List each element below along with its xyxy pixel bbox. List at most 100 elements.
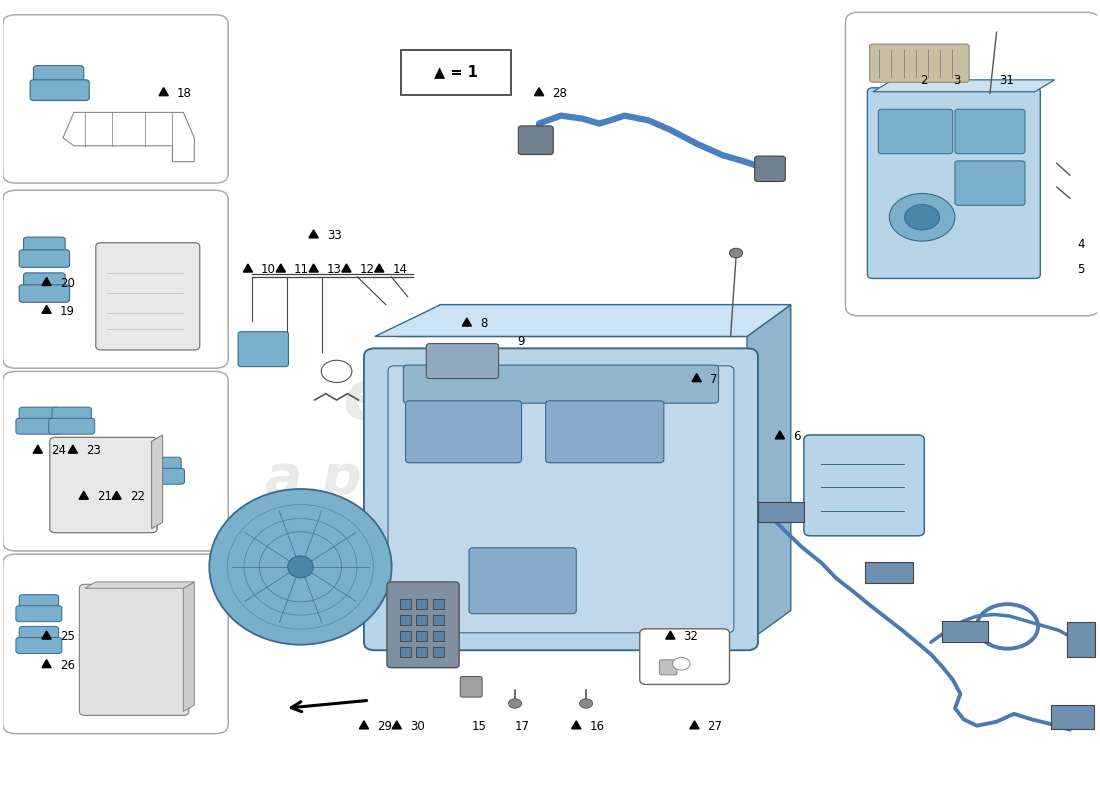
FancyBboxPatch shape [868, 88, 1041, 278]
Ellipse shape [288, 556, 313, 578]
FancyBboxPatch shape [404, 365, 718, 403]
FancyBboxPatch shape [804, 435, 924, 536]
Polygon shape [535, 88, 543, 96]
Polygon shape [112, 491, 121, 499]
FancyBboxPatch shape [406, 401, 521, 462]
Bar [433, 615, 443, 625]
FancyBboxPatch shape [19, 626, 58, 647]
FancyBboxPatch shape [238, 332, 288, 366]
FancyBboxPatch shape [50, 438, 157, 533]
Text: 22: 22 [130, 490, 145, 503]
Polygon shape [747, 305, 791, 642]
Bar [433, 631, 443, 641]
FancyBboxPatch shape [866, 562, 913, 582]
Text: 8: 8 [480, 318, 487, 330]
Text: 19: 19 [59, 305, 75, 318]
Circle shape [321, 360, 352, 382]
Polygon shape [33, 445, 43, 453]
FancyBboxPatch shape [96, 242, 200, 350]
Text: 25: 25 [59, 630, 75, 643]
Polygon shape [873, 80, 1055, 92]
Text: 30: 30 [410, 720, 425, 733]
Text: 16: 16 [590, 720, 604, 733]
FancyBboxPatch shape [878, 110, 953, 154]
Text: 27: 27 [707, 720, 723, 733]
Text: 29: 29 [377, 720, 392, 733]
Bar [400, 647, 411, 657]
Polygon shape [375, 305, 791, 337]
Polygon shape [152, 435, 163, 529]
FancyBboxPatch shape [846, 12, 1099, 316]
Circle shape [889, 194, 955, 241]
Bar [417, 599, 428, 609]
Polygon shape [42, 306, 52, 314]
FancyBboxPatch shape [469, 548, 576, 614]
Text: 12: 12 [360, 263, 375, 276]
Text: 24: 24 [51, 444, 66, 458]
Bar [417, 647, 428, 657]
FancyBboxPatch shape [1052, 705, 1093, 729]
FancyBboxPatch shape [52, 407, 91, 428]
FancyBboxPatch shape [19, 407, 58, 428]
Circle shape [508, 698, 521, 708]
FancyBboxPatch shape [755, 156, 785, 182]
Polygon shape [309, 230, 318, 238]
Polygon shape [42, 278, 52, 286]
Bar [417, 631, 428, 641]
Polygon shape [666, 631, 675, 639]
Polygon shape [68, 445, 77, 453]
Text: 32: 32 [683, 630, 698, 643]
FancyBboxPatch shape [33, 66, 84, 92]
Text: ▲ = 1: ▲ = 1 [433, 64, 477, 79]
Polygon shape [462, 318, 472, 326]
Text: 21: 21 [97, 490, 112, 503]
FancyBboxPatch shape [387, 582, 459, 668]
FancyBboxPatch shape [460, 677, 482, 697]
Text: 33: 33 [327, 229, 341, 242]
Circle shape [672, 658, 690, 670]
FancyBboxPatch shape [3, 371, 228, 551]
Text: 5: 5 [1078, 263, 1085, 276]
Text: 7: 7 [710, 373, 717, 386]
Bar [433, 599, 443, 609]
Text: 4: 4 [1078, 238, 1085, 250]
Polygon shape [360, 721, 368, 729]
Polygon shape [776, 431, 784, 439]
Text: 31: 31 [999, 74, 1013, 87]
Circle shape [729, 248, 743, 258]
FancyBboxPatch shape [546, 401, 663, 462]
Polygon shape [276, 264, 285, 272]
FancyBboxPatch shape [103, 468, 150, 484]
FancyBboxPatch shape [427, 343, 498, 378]
FancyBboxPatch shape [3, 554, 228, 734]
FancyBboxPatch shape [659, 660, 676, 675]
FancyBboxPatch shape [19, 250, 69, 267]
Text: 18: 18 [177, 87, 191, 100]
Polygon shape [393, 721, 402, 729]
Polygon shape [397, 305, 791, 337]
Text: 6: 6 [793, 430, 801, 443]
FancyBboxPatch shape [955, 110, 1025, 154]
FancyBboxPatch shape [139, 468, 185, 484]
Text: 17: 17 [515, 720, 530, 733]
Ellipse shape [209, 489, 392, 645]
FancyBboxPatch shape [79, 584, 189, 715]
Text: 15: 15 [471, 720, 486, 733]
Text: a passion: a passion [265, 453, 562, 506]
Bar [433, 647, 443, 657]
FancyBboxPatch shape [15, 606, 62, 622]
Polygon shape [572, 721, 581, 729]
Text: 3: 3 [953, 74, 960, 87]
Polygon shape [42, 631, 52, 639]
Polygon shape [692, 374, 702, 382]
Text: 20: 20 [59, 277, 75, 290]
Polygon shape [342, 264, 351, 272]
FancyBboxPatch shape [518, 126, 553, 154]
FancyBboxPatch shape [942, 621, 988, 642]
FancyBboxPatch shape [107, 457, 146, 478]
Text: 14: 14 [393, 263, 407, 276]
Polygon shape [79, 491, 88, 499]
FancyBboxPatch shape [15, 638, 62, 654]
Text: 9: 9 [517, 334, 525, 348]
Polygon shape [690, 721, 700, 729]
